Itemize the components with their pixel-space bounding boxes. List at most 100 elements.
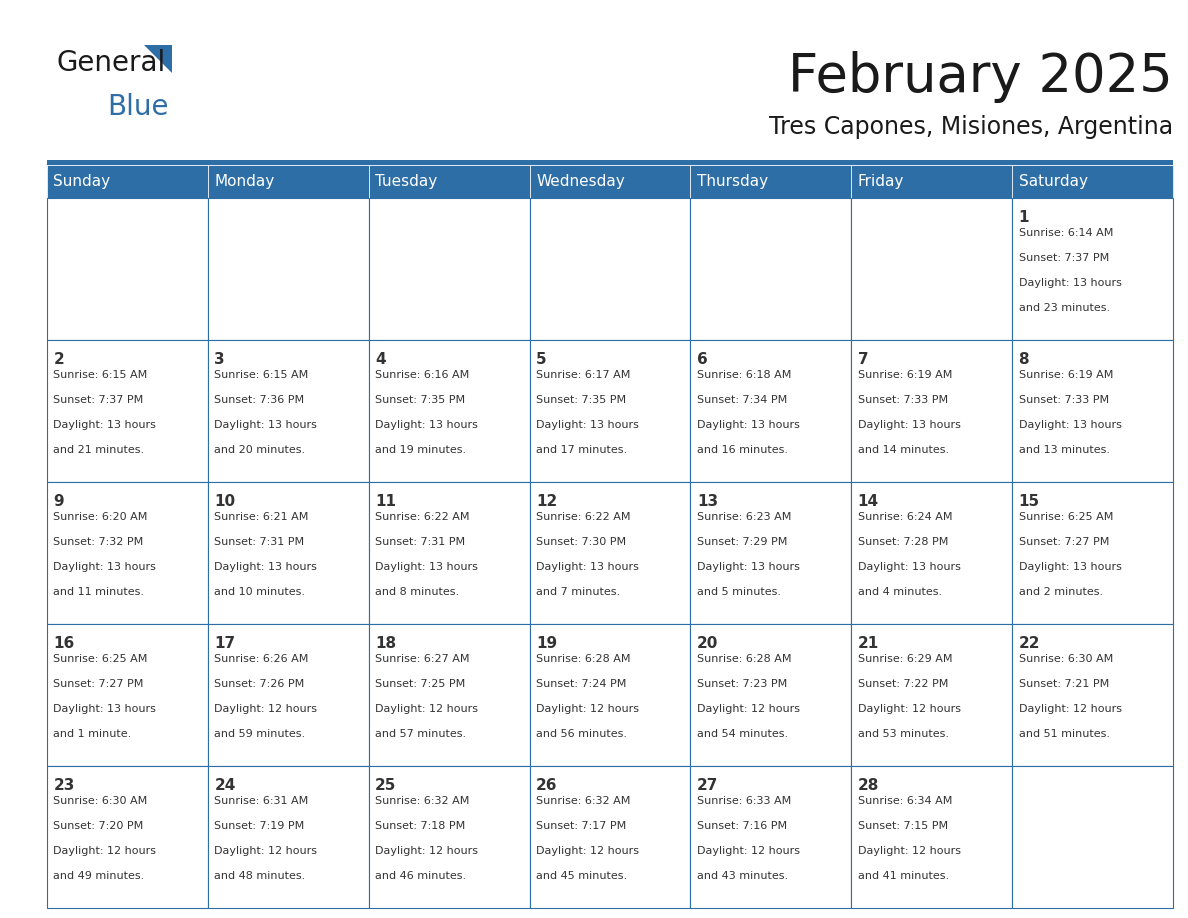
Text: Sunrise: 6:25 AM: Sunrise: 6:25 AM — [1018, 512, 1113, 522]
Text: 2: 2 — [53, 352, 64, 367]
Text: Daylight: 12 hours: Daylight: 12 hours — [858, 704, 961, 713]
Bar — [852, 766, 1012, 908]
Text: Sunrise: 6:19 AM: Sunrise: 6:19 AM — [1018, 370, 1113, 380]
Bar — [530, 198, 690, 340]
Text: and 13 minutes.: and 13 minutes. — [1018, 444, 1110, 454]
Bar — [48, 766, 208, 908]
Bar — [48, 165, 208, 198]
Text: Sunrise: 6:18 AM: Sunrise: 6:18 AM — [697, 370, 791, 380]
Text: Daylight: 12 hours: Daylight: 12 hours — [536, 704, 639, 713]
Bar — [1012, 624, 1173, 766]
Text: Friday: Friday — [858, 174, 904, 189]
Bar — [368, 165, 530, 198]
Text: and 4 minutes.: and 4 minutes. — [858, 587, 942, 597]
Text: Daylight: 12 hours: Daylight: 12 hours — [697, 845, 800, 856]
Text: Daylight: 13 hours: Daylight: 13 hours — [536, 420, 639, 430]
Polygon shape — [144, 45, 172, 73]
Bar — [852, 340, 1012, 482]
Text: Sunrise: 6:32 AM: Sunrise: 6:32 AM — [375, 796, 469, 806]
Text: Daylight: 13 hours: Daylight: 13 hours — [536, 562, 639, 572]
Text: Sunset: 7:34 PM: Sunset: 7:34 PM — [697, 395, 788, 405]
Text: Daylight: 13 hours: Daylight: 13 hours — [375, 562, 478, 572]
Text: Wednesday: Wednesday — [536, 174, 625, 189]
Text: and 23 minutes.: and 23 minutes. — [1018, 303, 1110, 312]
Text: Sunrise: 6:19 AM: Sunrise: 6:19 AM — [858, 370, 952, 380]
Text: and 11 minutes.: and 11 minutes. — [53, 587, 145, 597]
Text: and 16 minutes.: and 16 minutes. — [697, 444, 788, 454]
Text: Daylight: 13 hours: Daylight: 13 hours — [214, 562, 317, 572]
Text: Sunset: 7:31 PM: Sunset: 7:31 PM — [375, 537, 466, 547]
Text: and 46 minutes.: and 46 minutes. — [375, 870, 466, 880]
Text: Sunset: 7:36 PM: Sunset: 7:36 PM — [214, 395, 304, 405]
Text: Tres Capones, Misiones, Argentina: Tres Capones, Misiones, Argentina — [769, 115, 1173, 139]
Text: and 56 minutes.: and 56 minutes. — [536, 729, 627, 739]
Bar — [48, 340, 208, 482]
Text: and 48 minutes.: and 48 minutes. — [214, 870, 305, 880]
Text: Sunset: 7:24 PM: Sunset: 7:24 PM — [536, 678, 626, 688]
Text: Sunrise: 6:32 AM: Sunrise: 6:32 AM — [536, 796, 631, 806]
Text: Daylight: 13 hours: Daylight: 13 hours — [375, 420, 478, 430]
Text: Daylight: 13 hours: Daylight: 13 hours — [858, 562, 961, 572]
Bar — [208, 340, 368, 482]
Text: Sunset: 7:23 PM: Sunset: 7:23 PM — [697, 678, 788, 688]
Text: 19: 19 — [536, 636, 557, 651]
Bar — [530, 165, 690, 198]
Text: Daylight: 12 hours: Daylight: 12 hours — [53, 845, 157, 856]
Text: Sunrise: 6:27 AM: Sunrise: 6:27 AM — [375, 654, 469, 664]
Bar — [368, 766, 530, 908]
Text: Sunset: 7:15 PM: Sunset: 7:15 PM — [858, 821, 948, 831]
Bar — [530, 766, 690, 908]
Text: 14: 14 — [858, 494, 879, 509]
Bar — [48, 624, 208, 766]
Text: and 20 minutes.: and 20 minutes. — [214, 444, 305, 454]
Text: Monday: Monday — [214, 174, 274, 189]
Text: 15: 15 — [1018, 494, 1040, 509]
Text: Sunrise: 6:14 AM: Sunrise: 6:14 AM — [1018, 228, 1113, 238]
Text: and 10 minutes.: and 10 minutes. — [214, 587, 305, 597]
Text: Sunset: 7:30 PM: Sunset: 7:30 PM — [536, 537, 626, 547]
Text: Sunset: 7:29 PM: Sunset: 7:29 PM — [697, 537, 788, 547]
Text: Sunrise: 6:21 AM: Sunrise: 6:21 AM — [214, 512, 309, 522]
Text: Daylight: 13 hours: Daylight: 13 hours — [1018, 420, 1121, 430]
Text: and 53 minutes.: and 53 minutes. — [858, 729, 949, 739]
Text: and 5 minutes.: and 5 minutes. — [697, 587, 781, 597]
Bar — [690, 198, 852, 340]
Text: 28: 28 — [858, 778, 879, 793]
Text: Sunset: 7:33 PM: Sunset: 7:33 PM — [1018, 395, 1108, 405]
Text: Sunset: 7:16 PM: Sunset: 7:16 PM — [697, 821, 786, 831]
Text: and 57 minutes.: and 57 minutes. — [375, 729, 466, 739]
Text: Sunset: 7:27 PM: Sunset: 7:27 PM — [1018, 537, 1108, 547]
Text: Daylight: 13 hours: Daylight: 13 hours — [53, 420, 157, 430]
Text: Sunset: 7:31 PM: Sunset: 7:31 PM — [214, 537, 304, 547]
Text: Saturday: Saturday — [1018, 174, 1087, 189]
Text: Sunset: 7:20 PM: Sunset: 7:20 PM — [53, 821, 144, 831]
Bar — [690, 624, 852, 766]
Text: Sunrise: 6:20 AM: Sunrise: 6:20 AM — [53, 512, 147, 522]
Bar — [530, 482, 690, 624]
Text: and 51 minutes.: and 51 minutes. — [1018, 729, 1110, 739]
Bar — [208, 482, 368, 624]
Text: 20: 20 — [697, 636, 719, 651]
Text: Sunset: 7:19 PM: Sunset: 7:19 PM — [214, 821, 304, 831]
Text: Daylight: 12 hours: Daylight: 12 hours — [214, 704, 317, 713]
Text: Sunrise: 6:31 AM: Sunrise: 6:31 AM — [214, 796, 309, 806]
Text: 18: 18 — [375, 636, 397, 651]
Bar — [1012, 198, 1173, 340]
Text: February 2025: February 2025 — [789, 51, 1173, 103]
Text: Sunrise: 6:16 AM: Sunrise: 6:16 AM — [375, 370, 469, 380]
Text: Daylight: 12 hours: Daylight: 12 hours — [858, 845, 961, 856]
Text: and 59 minutes.: and 59 minutes. — [214, 729, 305, 739]
Text: Daylight: 13 hours: Daylight: 13 hours — [214, 420, 317, 430]
Text: and 8 minutes.: and 8 minutes. — [375, 587, 460, 597]
Text: and 2 minutes.: and 2 minutes. — [1018, 587, 1102, 597]
Bar — [1012, 766, 1173, 908]
Text: and 19 minutes.: and 19 minutes. — [375, 444, 466, 454]
Text: Daylight: 13 hours: Daylight: 13 hours — [53, 704, 157, 713]
Bar — [368, 198, 530, 340]
Text: Sunset: 7:26 PM: Sunset: 7:26 PM — [214, 678, 304, 688]
Bar — [690, 766, 852, 908]
Text: Daylight: 13 hours: Daylight: 13 hours — [858, 420, 961, 430]
Text: Daylight: 12 hours: Daylight: 12 hours — [375, 845, 478, 856]
Text: 11: 11 — [375, 494, 396, 509]
Bar — [208, 165, 368, 198]
